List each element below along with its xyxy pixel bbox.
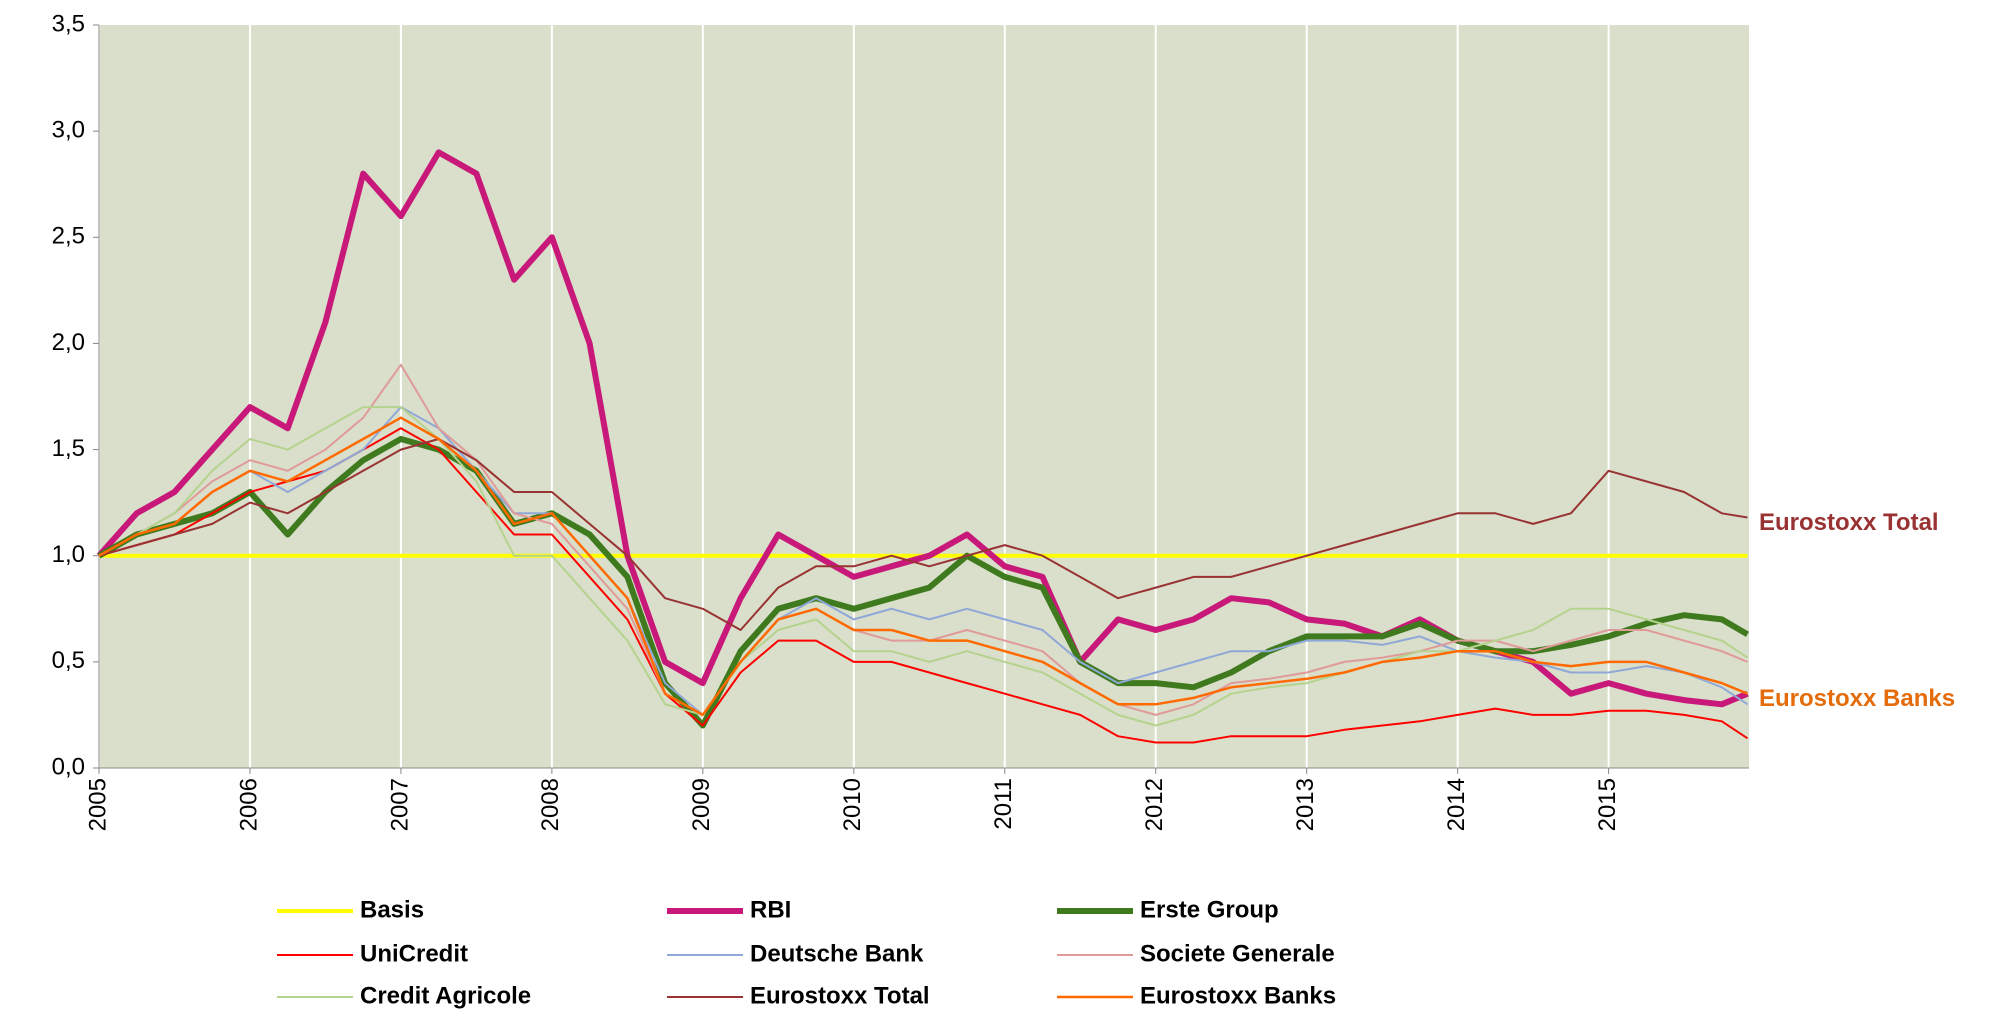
legend-label: Credit Agricole	[360, 982, 531, 1009]
annotation: Eurostoxx Banks	[1759, 685, 1955, 712]
legend-label: Erste Group	[1140, 896, 1279, 923]
legend-label: Basis	[360, 896, 424, 923]
legend-label: Eurostoxx Banks	[1140, 982, 1336, 1009]
legend-label: Eurostoxx Total	[750, 982, 930, 1009]
x-tick-label: 2007	[386, 778, 413, 831]
y-tick-label: 0,5	[52, 647, 85, 674]
y-tick-label: 2,5	[52, 223, 85, 250]
series-line	[98, 406, 1749, 727]
x-tick-label: 2015	[1594, 778, 1621, 831]
x-tick-label: 2014	[1443, 778, 1470, 831]
y-tick-label: 3,5	[52, 10, 85, 37]
x-tick-label: 2013	[1292, 778, 1319, 831]
series-line	[98, 416, 1748, 717]
x-tick-label: 2005	[84, 778, 111, 831]
series-line	[98, 438, 1748, 631]
x-tick-label: 2006	[235, 778, 262, 831]
series-line	[98, 406, 1749, 716]
legend-label: RBI	[750, 896, 791, 923]
series-line	[97, 436, 1750, 729]
y-tick-label: 2,0	[52, 329, 85, 356]
x-tick-label: 2011	[990, 778, 1017, 830]
legend-label: UniCredit	[360, 940, 468, 967]
x-tick-label: 2009	[688, 778, 715, 831]
x-tick-label: 2008	[537, 778, 564, 831]
y-tick-label: 1,0	[52, 541, 85, 568]
x-tick-label: 2010	[839, 778, 866, 831]
series-line	[98, 427, 1749, 744]
legend-label: Societe Generale	[1140, 940, 1335, 967]
y-tick-label: 3,0	[52, 116, 85, 143]
y-tick-label: 1,5	[52, 435, 85, 462]
legend-label: Deutsche Bank	[750, 940, 924, 967]
y-tick-label: 0,0	[52, 753, 85, 780]
annotation: Eurostoxx Total	[1759, 509, 1939, 536]
x-tick-label: 2012	[1141, 778, 1168, 831]
plot-area	[99, 25, 1749, 768]
